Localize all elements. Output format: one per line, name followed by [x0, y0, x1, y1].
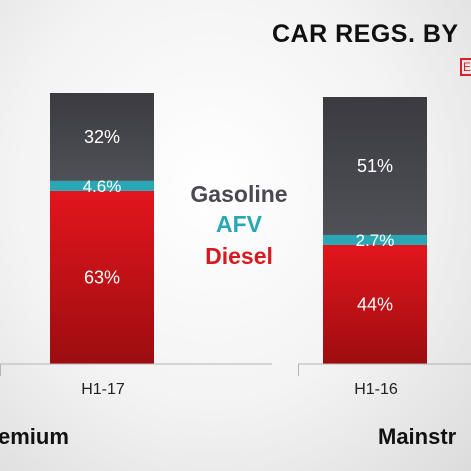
- data-label-diesel-h1-17: 63%: [84, 267, 120, 287]
- x-tick-label-h1-17: H1-17: [81, 381, 125, 398]
- legend-item-gasoline: Gasoline: [190, 181, 287, 207]
- bar-segment-gasoline-h1-16: [323, 97, 427, 235]
- group-label-2: Mainstr: [378, 424, 457, 449]
- brand-logo-mark: E: [460, 58, 471, 76]
- bar-segment-afv-h1-16: [323, 234, 427, 245]
- data-label-diesel-h1-16: 44%: [357, 294, 393, 314]
- data-label-afv-h1-17: 4.6%: [83, 177, 122, 196]
- legend-item-diesel: Diesel: [205, 243, 273, 269]
- data-label-gasoline-h1-17: 32%: [84, 127, 120, 147]
- bar-segment-gasoline-h1-17: [50, 93, 154, 181]
- bar-segment-diesel-h1-17: [50, 190, 154, 364]
- data-label-afv-h1-16: 2.7%: [356, 231, 395, 250]
- chart-title: CAR REGS. BY: [272, 20, 459, 48]
- bar-segment-diesel-h1-16: [323, 244, 427, 364]
- x-tick-label-h1-16: H1-16: [354, 381, 398, 398]
- legend-item-afv: AFV: [216, 211, 263, 237]
- bar-segment-afv-h1-17: [50, 180, 154, 191]
- data-label-gasoline-h1-16: 51%: [357, 156, 393, 176]
- group-label-1: emium: [0, 424, 69, 449]
